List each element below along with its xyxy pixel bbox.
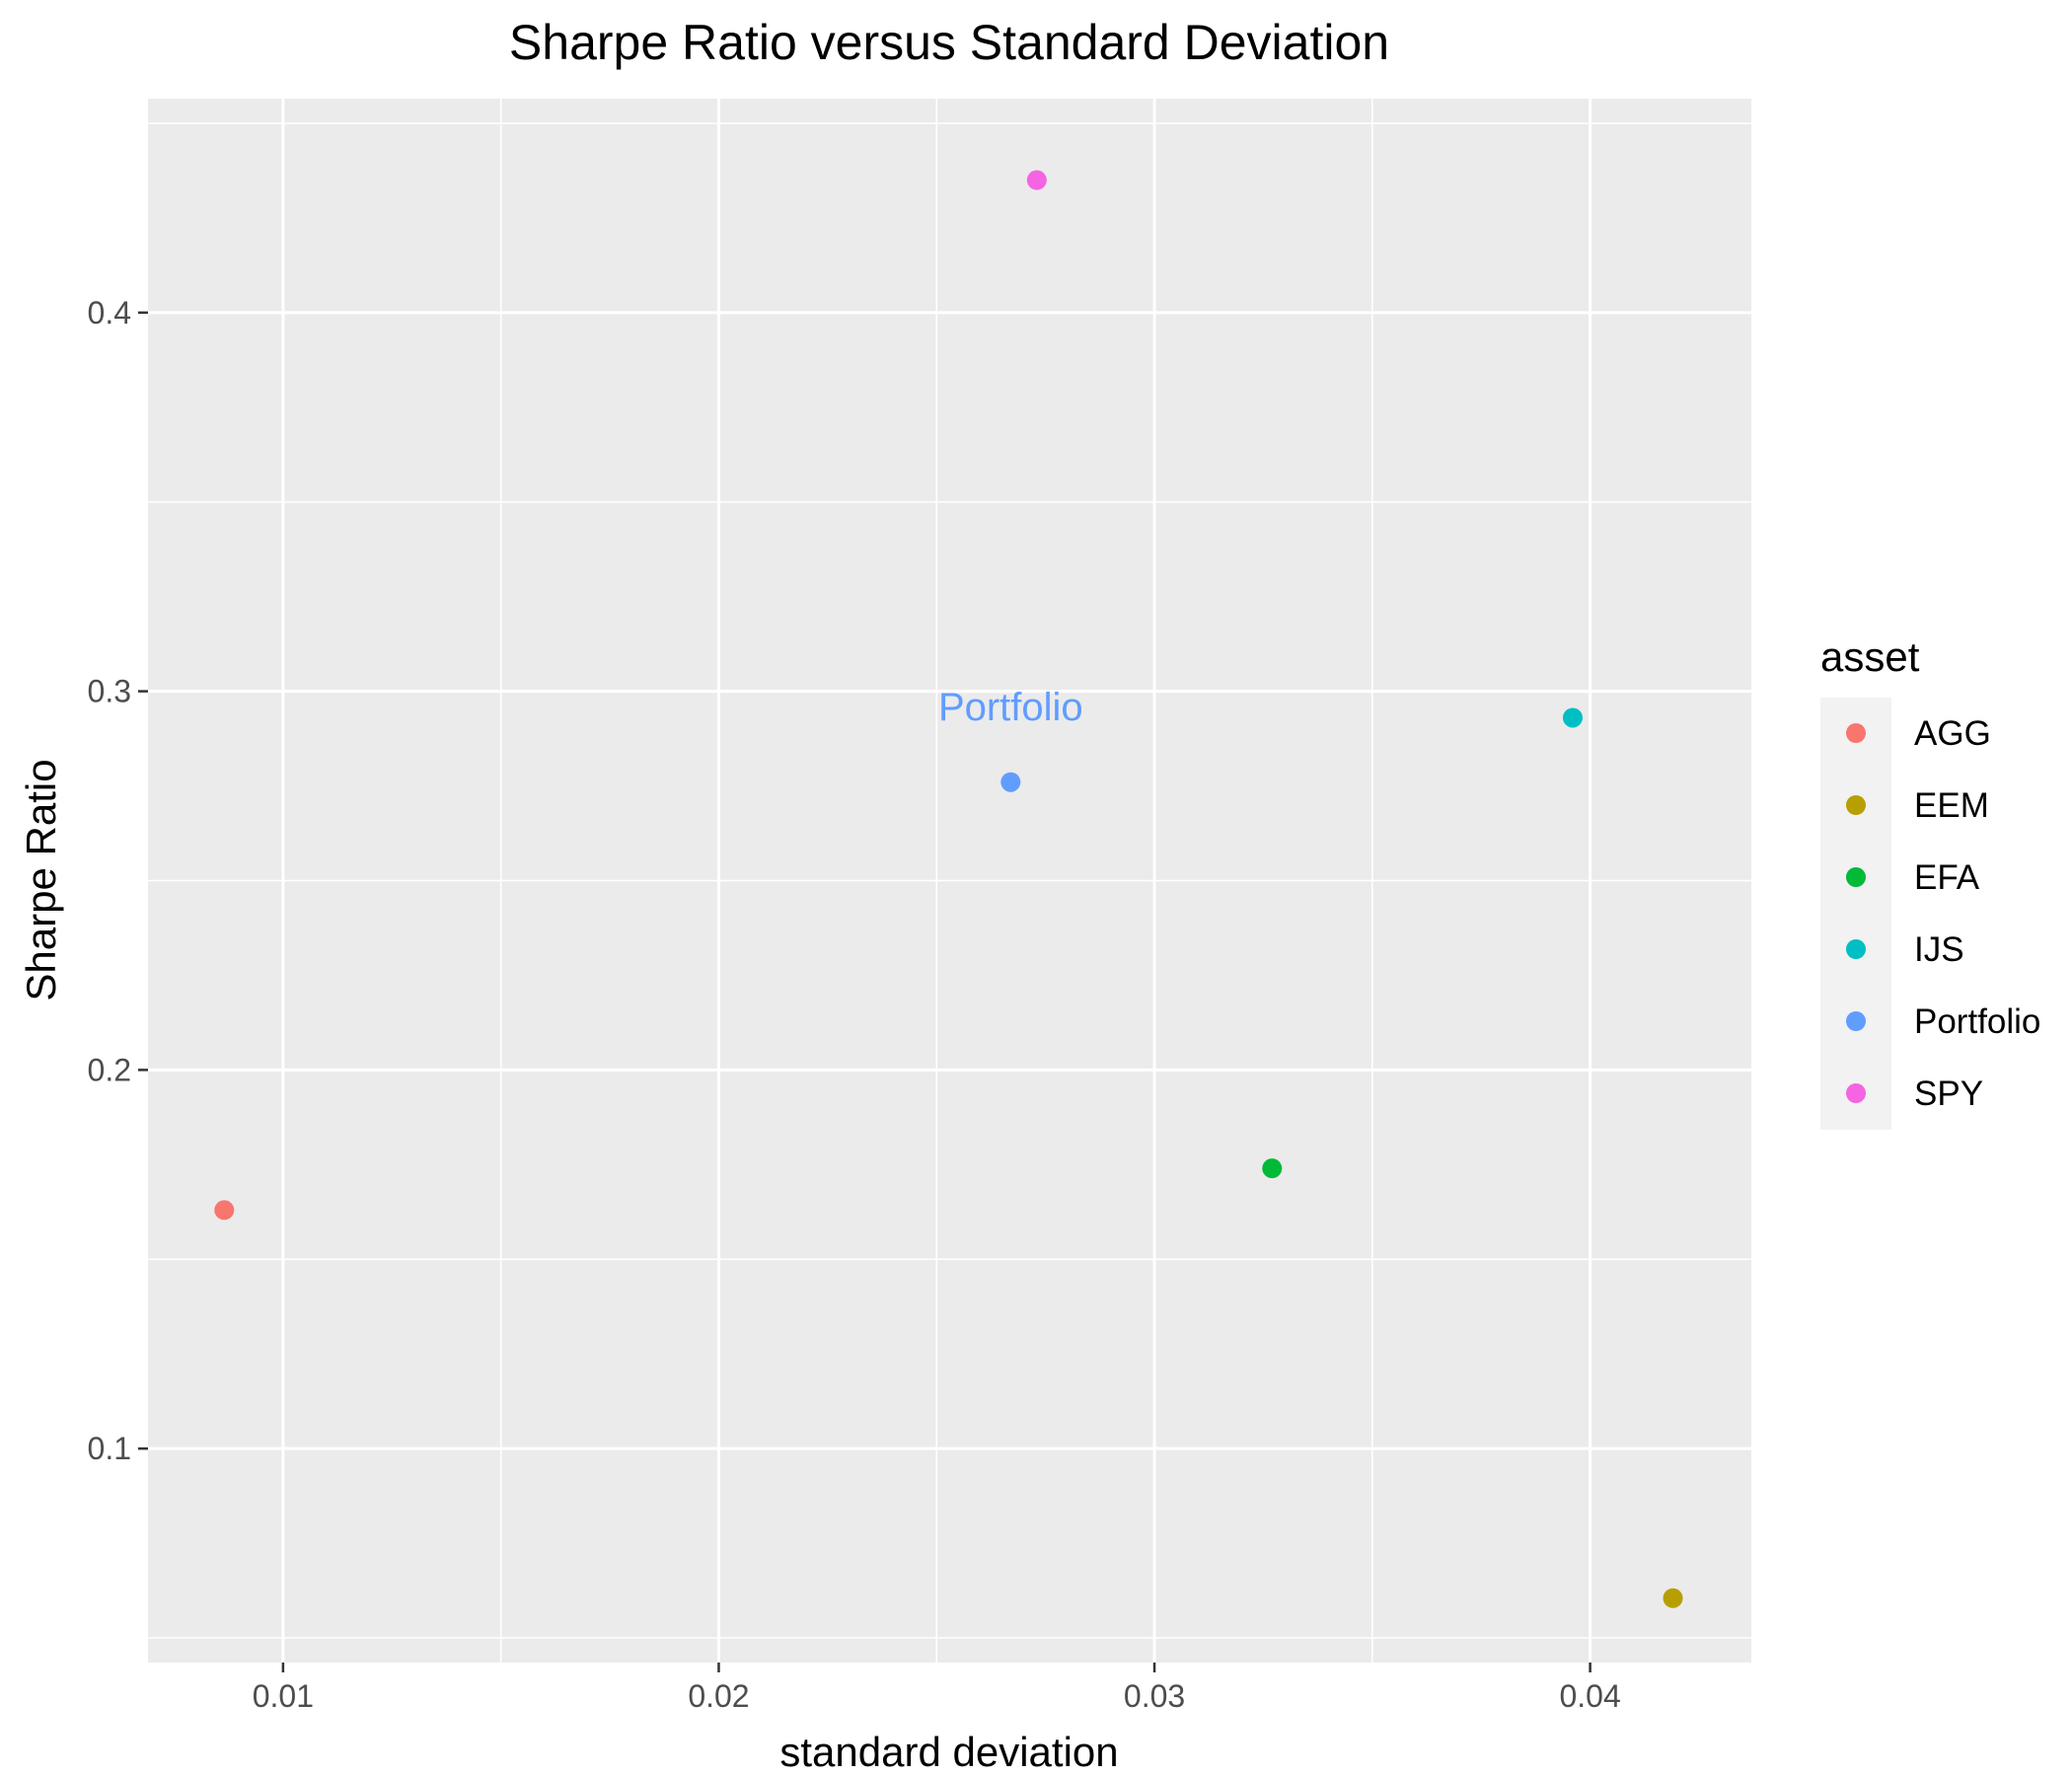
chart-title: Sharpe Ratio versus Standard Deviation bbox=[509, 15, 1389, 70]
x-tick-label: 0.01 bbox=[253, 1678, 314, 1714]
major-gridlines bbox=[148, 99, 1751, 1663]
legend-key-ijs bbox=[1846, 939, 1866, 959]
legend-key-efa bbox=[1846, 867, 1866, 887]
legend-key-agg bbox=[1846, 723, 1866, 743]
minor-gridlines bbox=[148, 99, 1751, 1663]
legend-key-background bbox=[1820, 698, 1891, 1130]
y-axis-title: Sharpe Ratio bbox=[18, 759, 64, 1000]
point-annotations: Portfolio bbox=[938, 686, 1083, 729]
x-tick-label: 0.03 bbox=[1124, 1678, 1185, 1714]
x-axis-title: standard deviation bbox=[779, 1729, 1118, 1775]
legend: asset AGG EEM EFA IJS Portfolio SPY bbox=[1820, 633, 2040, 1130]
legend-title: asset bbox=[1820, 633, 1920, 680]
legend-key-portfolio bbox=[1846, 1011, 1866, 1031]
data-point-eem bbox=[1663, 1588, 1683, 1608]
x-axis-ticks: 0.01 0.02 0.03 0.04 bbox=[253, 1663, 1621, 1714]
legend-key-spy bbox=[1846, 1083, 1866, 1103]
y-tick-label: 0.3 bbox=[88, 674, 131, 709]
legend-entries: AGG EEM EFA IJS Portfolio SPY bbox=[1846, 714, 2040, 1113]
data-point-agg bbox=[214, 1200, 235, 1221]
legend-label-efa: EFA bbox=[1914, 858, 1980, 897]
data-point-spy bbox=[1026, 170, 1047, 190]
data-point-portfolio bbox=[1000, 772, 1021, 792]
data-point-efa bbox=[1262, 1158, 1283, 1179]
legend-label-eem: EEM bbox=[1914, 786, 1989, 825]
x-tick-label: 0.04 bbox=[1559, 1678, 1620, 1714]
y-axis-ticks: 0.1 0.2 0.3 0.4 bbox=[88, 295, 148, 1466]
legend-label-portfolio: Portfolio bbox=[1914, 1002, 2040, 1041]
y-tick-label: 0.1 bbox=[88, 1431, 131, 1466]
legend-label-ijs: IJS bbox=[1914, 930, 1964, 969]
legend-label-spy: SPY bbox=[1914, 1074, 1983, 1113]
data-points bbox=[214, 170, 1683, 1608]
x-tick-label: 0.02 bbox=[688, 1678, 749, 1714]
point-annotation: Portfolio bbox=[938, 686, 1083, 729]
legend-key-eem bbox=[1846, 795, 1866, 815]
y-tick-label: 0.2 bbox=[88, 1052, 131, 1087]
data-point-ijs bbox=[1562, 707, 1583, 728]
legend-label-agg: AGG bbox=[1914, 714, 1991, 753]
y-tick-label: 0.4 bbox=[88, 295, 131, 331]
